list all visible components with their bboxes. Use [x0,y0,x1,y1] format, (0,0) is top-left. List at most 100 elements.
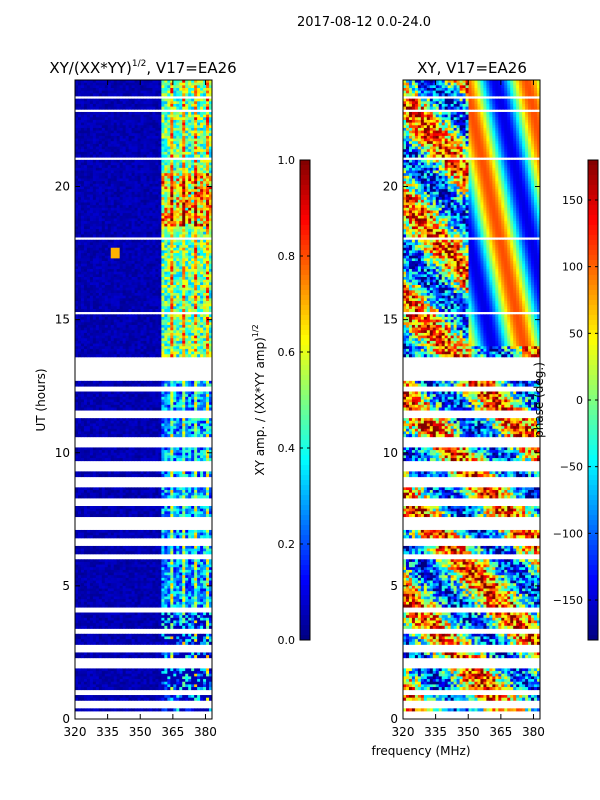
amp-heat-cell [143,402,147,406]
amp-heat-cell [173,266,177,270]
amp-heat-cell [113,87,118,92]
amp-heat-cell [170,269,174,273]
amp-heat-cell [92,282,97,286]
amp-heat-cell [137,418,141,422]
amp-heat-cell [167,191,171,195]
amp-heat-cell [98,293,103,297]
amp-heat-cell [122,122,127,126]
amp-heat-cell [191,199,195,203]
amp-heat-cell [134,253,138,257]
amp-heat-cell [101,247,106,251]
amp-heat-cell [161,306,165,310]
amp-heat-cell [107,226,112,230]
amp-heat-cell [92,103,97,108]
amp-heat-cell [149,229,153,233]
amp-heat-cell [107,332,112,336]
amp-heat-cell [182,202,186,206]
amp-heat-cell [95,242,100,246]
amp-heat-cell [155,130,159,134]
amp-heat-cell [104,207,109,211]
amp-heat-cell [119,117,124,121]
amp-heat-cell [137,271,141,275]
amp-heat-cell [92,151,97,155]
amp-heat-cell [152,133,156,137]
amp-heat-cell [167,207,171,211]
amp-heat-cell [170,167,174,171]
amp-heat-cell [98,402,103,406]
amp-heat-cell [116,170,121,174]
amp-heat-cell [176,90,180,94]
amp-heat-cell [128,245,132,249]
amp-heat-cell [182,250,186,254]
amp-heat-cell [116,80,121,84]
amp-heat-cell [137,149,141,153]
amp-heat-cell [131,279,135,283]
amp-heat-cell [77,226,82,230]
amp-heat-cell [203,103,207,108]
amp-heat-cell [125,98,130,102]
amp-heat-cell [170,303,174,307]
amp-heat-cell [164,146,168,150]
amp-heat-cell [113,175,118,179]
amp-heat-cell [107,404,112,408]
amp-heat-cell [188,127,192,131]
amp-heat-cell [77,231,82,235]
amp-heat-cell [161,383,165,387]
amp-heat-cell [92,418,97,422]
amp-heat-cell [89,133,94,137]
amp-heat-cell [75,138,79,142]
amp-heat-cell [167,250,171,254]
amp-heat-cell [110,285,115,289]
amp-heat-cell [209,178,213,182]
amp-heat-cell [107,218,112,222]
amp-heat-cell [98,330,103,334]
amp-heat-cell [86,274,91,278]
amp-heat-cell [200,231,204,235]
amp-heat-cell [191,133,195,137]
amp-heat-cell [209,85,213,89]
amp-heat-cell [203,290,207,294]
amp-heat-cell [197,407,201,411]
amp-heat-cell [155,133,159,137]
amp-heat-cell [83,218,88,222]
amp-heat-cell [113,258,118,262]
amp-heat-cell [98,114,103,118]
amp-heat-cell [89,205,94,209]
amp-heat-cell [194,210,198,214]
amp-heat-cell [119,330,124,334]
amp-heat-cell [137,285,141,289]
amp-heat-cell [83,343,88,347]
amp-heat-cell [92,319,97,323]
amp-heat-cell [203,98,207,102]
amp-heat-cell [206,229,210,233]
amp-heat-cell [164,330,168,334]
amp-heat-cell [152,247,156,251]
amp-heat-cell [179,255,183,259]
amp-heat-cell [143,271,147,275]
amp-heat-cell [188,261,192,265]
amp-heat-cell [149,277,153,281]
amp-heat-cell [188,263,192,267]
amp-heat-cell [137,322,141,326]
amp-heat-cell [110,340,115,344]
amp-heat-cell [170,189,174,193]
amp-heat-cell [86,402,91,406]
amp-heat-cell [143,274,147,278]
amp-heat-cell [86,250,91,254]
amp-heat-cell [194,149,198,153]
amp-heat-cell [131,114,135,118]
amp-heat-cell [158,82,162,86]
amp-heat-cell [119,154,124,158]
amp-heat-cell [104,149,109,153]
amp-heat-cell [143,138,147,142]
amp-heat-cell [104,143,109,147]
amp-heat-cell [149,348,153,352]
amp-heat-cell [113,327,118,331]
amp-heat-cell [182,231,186,235]
amp-heat-cell [98,396,103,400]
amp-heat-cell [83,194,88,198]
amp-heat-cell [200,127,204,131]
amp-heat-cell [170,85,174,89]
amp-heat-cell [197,314,201,318]
amp-heat-cell [170,106,174,110]
